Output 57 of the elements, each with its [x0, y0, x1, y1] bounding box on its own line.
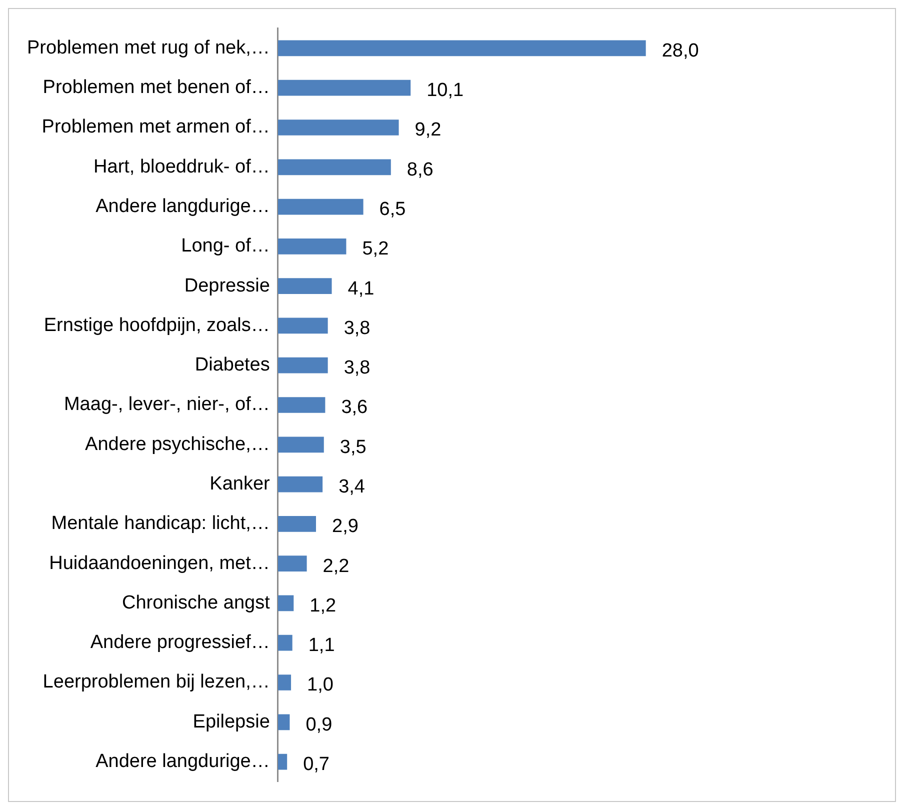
- y-tick-label: Depressie: [184, 275, 270, 296]
- bar: [278, 120, 399, 136]
- y-tick-label: Leerproblemen bij lezen,…: [42, 672, 270, 693]
- data-label: 0,9: [306, 714, 332, 736]
- bar: [278, 40, 646, 56]
- y-tick-label: Andere psychische,…: [85, 434, 270, 455]
- bar: [278, 634, 292, 651]
- y-tick-label: Andere langdurige…: [96, 196, 270, 218]
- data-label: 0,7: [303, 754, 330, 776]
- y-tick-label: Epilepsie: [192, 711, 270, 732]
- bar: [278, 159, 391, 176]
- bar: [278, 516, 316, 532]
- data-label: 3,5: [340, 436, 366, 458]
- bar: [278, 198, 364, 215]
- y-tick-label: Problemen met benen of…: [42, 77, 270, 98]
- data-label: 2,9: [332, 516, 358, 538]
- bar: [278, 674, 292, 690]
- bar: [278, 476, 323, 492]
- data-label: 8,6: [406, 159, 434, 180]
- data-label: 6,5: [379, 199, 406, 220]
- data-label: 2,2: [322, 556, 350, 577]
- data-label: 9,2: [414, 120, 442, 141]
- y-tick-label: Chronische angst: [122, 592, 271, 614]
- data-label: 3,6: [341, 397, 368, 418]
- data-label: 1,2: [310, 595, 336, 616]
- y-tick-label: Diabetes: [194, 354, 270, 376]
- y-tick-label: Huidaandoeningen, met…: [49, 552, 270, 574]
- data-label: 3,8: [344, 358, 370, 379]
- bar: [278, 357, 328, 374]
- y-tick-label: Long- of…: [181, 236, 270, 257]
- bar: [278, 278, 332, 294]
- data-label: 10,1: [426, 80, 464, 102]
- bar: [278, 318, 328, 334]
- y-tick-label: Problemen met rug of nek,…: [27, 37, 270, 58]
- y-tick-label: Problemen met armen of…: [42, 116, 270, 138]
- data-label: 28,0: [662, 40, 699, 62]
- y-tick-label: Andere progressief…: [90, 632, 270, 654]
- bar: [278, 556, 307, 572]
- y-tick-label: Hart, bloeddruk- of…: [94, 156, 270, 178]
- y-tick-label: Andere langdurige…: [96, 751, 270, 772]
- data-label: 1,0: [307, 674, 334, 696]
- y-tick-label: Maag-, lever-, nier-, of…: [64, 394, 270, 416]
- y-tick-label: Ernstige hoofdpijn, zoals…: [44, 314, 270, 336]
- data-label: 3,8: [344, 318, 370, 339]
- data-label: 1,1: [308, 635, 335, 656]
- bar: [278, 754, 288, 770]
- data-label: 5,2: [362, 238, 389, 260]
- bar: [278, 238, 346, 254]
- bar: [278, 80, 411, 96]
- data-label: 3,4: [338, 476, 366, 498]
- bar: [278, 595, 294, 612]
- data-label: 4,1: [348, 278, 374, 300]
- bar: [278, 436, 324, 453]
- y-tick-label: Kanker: [210, 474, 271, 495]
- bar: [278, 397, 326, 413]
- y-tick-label: Mentale handicap: licht,…: [51, 513, 270, 534]
- bar: [278, 714, 290, 730]
